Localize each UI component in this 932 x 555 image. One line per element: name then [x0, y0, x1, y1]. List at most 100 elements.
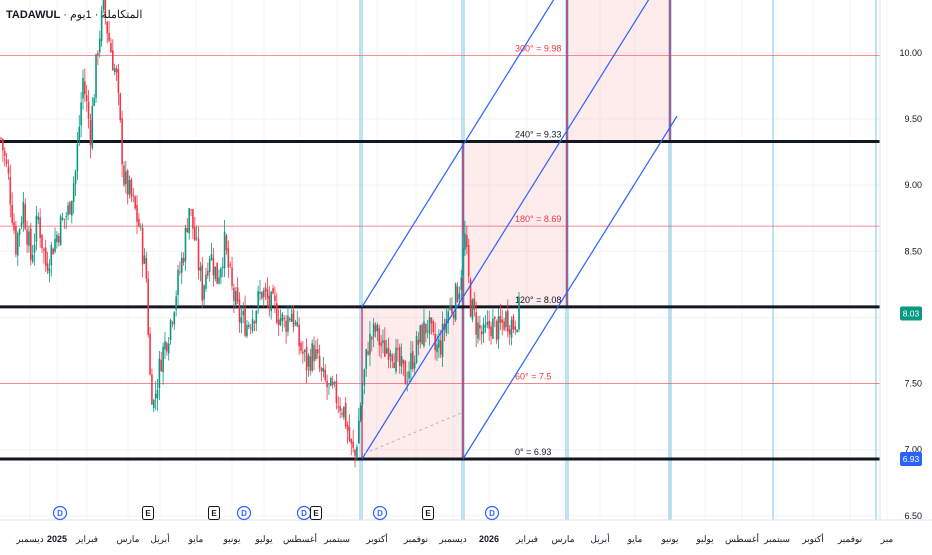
candle-body [214, 266, 217, 280]
candle-body [279, 318, 282, 325]
candle-body [421, 324, 423, 345]
candle-body [300, 342, 302, 351]
candle-body [193, 227, 196, 241]
candle-body [52, 248, 54, 255]
x-tick-label: يونيو [222, 534, 241, 545]
candle-body [430, 317, 433, 324]
candle-body [318, 355, 321, 369]
dividend-marker-label: D [489, 509, 495, 518]
candle-body [289, 318, 291, 321]
candle-body [516, 329, 518, 333]
candle-body [335, 381, 338, 403]
x-tick-label: سبتمبر [763, 534, 790, 545]
candle-body [132, 194, 135, 196]
x-tick-label: فبراير [515, 534, 538, 545]
y-tick-label: 8.50 [904, 246, 922, 256]
candle-body [0, 138, 2, 140]
candle-body [100, 10, 103, 42]
candle-body [423, 321, 425, 347]
candle-body [357, 420, 360, 444]
candle-body [167, 343, 170, 354]
candle-body [171, 322, 174, 324]
gann-level-label: 300° = 9.98 [515, 43, 561, 53]
candle-body [104, 0, 107, 19]
dividend-marker [52, 505, 68, 521]
candle-body [298, 324, 300, 347]
candle-body [281, 313, 284, 321]
price-label-box [900, 452, 922, 466]
candle-body [503, 321, 505, 330]
candle-body [84, 81, 86, 95]
candle-body [143, 255, 146, 264]
candle-body [466, 235, 468, 248]
candle-body [261, 292, 263, 299]
x-tick-label: ديسمبر [15, 534, 43, 545]
candle-body [160, 360, 163, 372]
candle-body [469, 279, 472, 317]
candle-body [186, 228, 189, 232]
candle-body [356, 446, 358, 457]
y-tick-label: 9.50 [904, 114, 922, 124]
candle-body [39, 217, 41, 239]
candle-body [197, 238, 200, 271]
title-separator-2: · [91, 9, 102, 21]
candle-body [495, 320, 498, 341]
candle-body [106, 21, 109, 34]
candle-body [510, 319, 513, 338]
y-tick-label: 7.00 [904, 445, 922, 455]
gann-level-label: 120° = 8.08 [515, 295, 561, 305]
candle-body [365, 349, 368, 369]
candle-body [479, 325, 481, 329]
candle-body [13, 222, 15, 231]
candle-body [203, 285, 205, 300]
candle-body [330, 378, 332, 386]
candle-body [190, 209, 192, 211]
candle-body [277, 319, 280, 326]
candle-body [417, 339, 420, 345]
candle-body [18, 229, 21, 235]
candle-body [7, 166, 10, 174]
candle-body [324, 369, 327, 381]
x-tick-label: فبراير [75, 534, 98, 545]
candle-body [9, 177, 12, 205]
candle-body [48, 268, 51, 274]
candle-body [97, 53, 99, 56]
candle-body [475, 312, 477, 335]
candle-body [343, 406, 345, 418]
gann-boxes [361, 0, 671, 460]
candle-body [82, 77, 84, 99]
earnings-marker [142, 506, 154, 520]
gann-fan-lines [361, 0, 678, 460]
x-tick-label: نوفمبر [837, 534, 862, 545]
candle-body [462, 247, 464, 276]
stock-name: المتكاملة [101, 9, 143, 21]
candle-body [518, 296, 520, 330]
candle-body [246, 324, 248, 337]
grid-layer [0, 0, 888, 520]
candle-body [35, 215, 38, 242]
candle-body [227, 248, 230, 268]
dividend-marker [372, 505, 388, 521]
candle-body [248, 324, 250, 327]
candle-body [439, 340, 442, 355]
candle-body [63, 218, 66, 220]
candle-body [238, 299, 241, 322]
x-tick-label: أكتوبر [365, 532, 388, 545]
dividend-marker-label: D [377, 509, 383, 518]
candle-body [290, 313, 293, 322]
x-axis: ديسمبر 2025 فبراير مارس أبريل مايو يونيو يوليو أ… [0, 519, 932, 545]
candle-body [37, 216, 40, 220]
candle-body [344, 402, 347, 427]
earnings-marker-label: E [211, 509, 217, 518]
candle-body [236, 287, 239, 302]
gann-box [566, 0, 671, 143]
y-tick-label: 6.50 [904, 511, 922, 521]
candle-body [328, 383, 330, 385]
candle-body [419, 325, 422, 343]
candle-body [484, 325, 487, 328]
candle-body [410, 353, 412, 370]
candle-body [264, 287, 267, 292]
gann-box [462, 140, 568, 308]
candle-body [378, 328, 381, 346]
candle-body [350, 439, 353, 444]
